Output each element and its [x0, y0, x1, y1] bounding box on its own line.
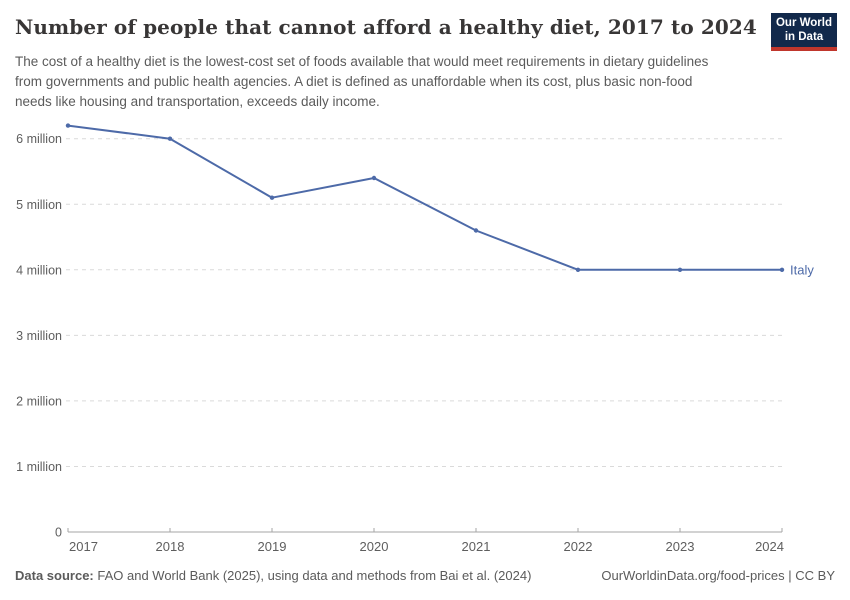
data-point-2021[interactable] [473, 228, 479, 233]
x-tick-label-2023: 2023 [666, 539, 695, 554]
italy-line[interactable] [67, 124, 783, 271]
chart-svg: 0 1 million 2 million 3 million 4 million 5 m… [16, 123, 814, 554]
y-tick-label-0: 0 [55, 526, 62, 540]
chart-subtitle: The cost of a healthy diet is the lowest… [15, 54, 709, 109]
y-tick-label-1: 1 million [16, 460, 62, 474]
data-point-2017[interactable] [65, 123, 71, 128]
owid-logo-text: Our World in Data [771, 13, 837, 47]
data-point-2024[interactable] [779, 267, 785, 272]
x-tick-label-2022: 2022 [564, 539, 593, 554]
y-tick-label-2: 2 million [16, 394, 62, 408]
series-end-label[interactable]: Italy [790, 262, 814, 277]
datasource-label: Data source: [15, 568, 94, 583]
x-tick-label-2021: 2021 [462, 539, 491, 554]
data-point-2022[interactable] [575, 267, 581, 272]
datasource-text: FAO and World Bank (2025), using data an… [93, 568, 532, 583]
data-point-2023[interactable] [677, 267, 683, 272]
x-tick-label-2019: 2019 [258, 539, 287, 554]
y-tick-label-6: 6 million [16, 132, 62, 146]
owid-logo-red-bar [771, 47, 837, 51]
chart-footer: Data source: FAO and World Bank (2025), … [15, 567, 835, 584]
data-point-2020[interactable] [371, 175, 377, 181]
x-tick-label-2017: 2017 [69, 539, 98, 554]
data-point-2018[interactable] [167, 136, 173, 141]
x-tick-label-2020: 2020 [360, 539, 389, 554]
page-title: Number of people that cannot afford a he… [15, 15, 757, 39]
y-tick-label-4: 4 million [16, 263, 62, 277]
x-tick-label-2024: 2024 [755, 539, 784, 554]
y-tick-label-3: 3 million [16, 329, 62, 343]
data-point-2019[interactable] [269, 195, 275, 200]
x-tick-label-2018: 2018 [156, 539, 185, 554]
y-tick-label-5: 5 million [16, 198, 62, 212]
chart-area: 0 1 million 2 million 3 million 4 million 5 m… [0, 110, 850, 560]
owid-logo-line1: Our World [775, 17, 832, 29]
footer-link[interactable]: OurWorldinData.org/food-prices | CC BY [601, 568, 835, 583]
owid-logo[interactable]: Our World in Data [771, 13, 837, 51]
owid-logo-line2: in Data [784, 30, 824, 43]
datasource-line: Data source: FAO and World Bank (2025), … [15, 567, 531, 584]
